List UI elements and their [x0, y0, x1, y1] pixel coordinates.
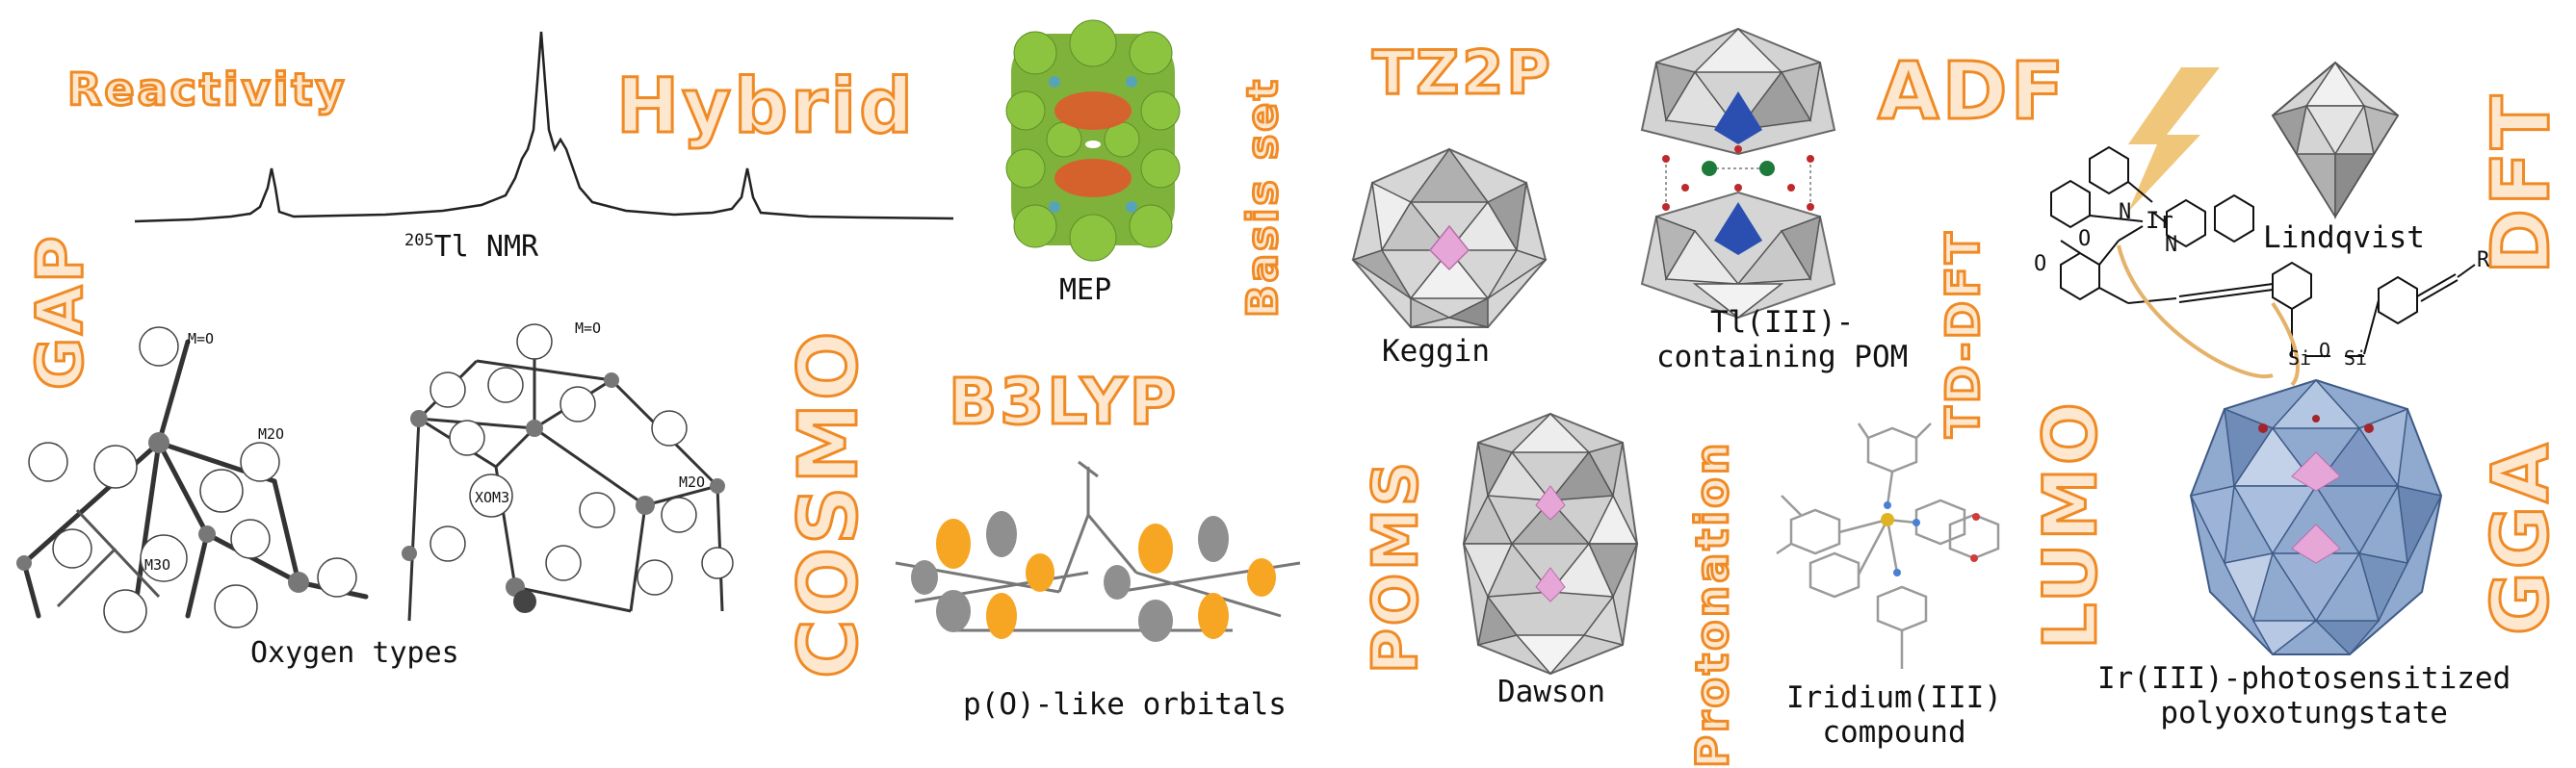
dawson-structure — [1462, 412, 1639, 676]
nmr-isotope: 205 — [404, 231, 434, 250]
keyword-poms: POMS — [1360, 457, 1434, 675]
keyword-tz2p: TZ2P — [1371, 38, 1553, 108]
mep-caption: MEP — [1059, 273, 1112, 307]
mol-label-si2: Si — [2344, 346, 2368, 370]
mol-label-r: R — [2477, 248, 2490, 272]
mol-label-ir: Ir — [2146, 207, 2173, 234]
iridium-caption-line1: Iridium(III) — [1786, 680, 2002, 715]
iridium-caption-line2: compound — [1822, 714, 1966, 750]
tl-pom-caption-line1: Tl(III)- — [1709, 305, 1855, 340]
keyword-cosmo: COSMO — [780, 327, 877, 680]
ir-pom-cluster — [2189, 378, 2443, 656]
keyword-basis-set: Basis set — [1237, 75, 1289, 319]
keggin-structure — [1351, 147, 1548, 328]
mol-label-n2: N — [2165, 233, 2178, 257]
keyword-adf: ADF — [1877, 46, 2068, 138]
tl-pom-structure — [1640, 27, 1836, 320]
keyword-reactivity: Reactivity — [65, 64, 348, 115]
mep-surface — [1005, 19, 1181, 262]
iridium-caption: Iridium(III) compound — [1786, 680, 2002, 750]
keyword-hybrid: Hybrid — [615, 64, 916, 150]
dawson-caption: Dawson — [1497, 675, 1605, 709]
tl-pom-caption-line2: containing POM — [1656, 339, 1909, 374]
orbital-plot — [895, 460, 1301, 642]
nmr-label: Tl NMR — [433, 230, 539, 264]
oxygen-types-caption: Oxygen types — [250, 636, 459, 670]
label-m3o-left: M3O — [144, 556, 171, 574]
ir-pom-caption-line1: Ir(III)-photosensitized — [2097, 661, 2511, 696]
mol-label-o1: O — [2034, 252, 2047, 276]
ir-pom-caption-line2: polyoxotungstate — [2160, 695, 2448, 730]
label-m-o-left: M=O — [188, 330, 215, 347]
label-xom3-right: XOM3 — [475, 489, 510, 506]
mol-label-o-bridge: O — [2319, 339, 2331, 362]
keggin-caption: Keggin — [1382, 334, 1490, 369]
label-m2o-left: M2O — [258, 425, 285, 443]
oxygen-structure-left — [16, 326, 369, 633]
tl-pom-caption: Tl(III)- containing POM — [1656, 305, 1909, 374]
keyword-b3lyp: B3LYP — [947, 365, 1180, 439]
label-m2o-right: M2O — [679, 474, 706, 491]
keyword-protonation: Protonation — [1685, 439, 1740, 768]
mol-label-o2: O — [2078, 227, 2092, 251]
ir-photosensitizer-molecule — [2050, 67, 2476, 387]
ir-pom-caption: Ir(III)-photosensitized polyoxotungstate — [2097, 661, 2511, 730]
keyword-lumo: LUMO — [2026, 398, 2115, 652]
iridium-compound — [1776, 422, 2000, 669]
label-m-o-right: M=O — [575, 320, 602, 337]
keyword-td-dft: TD-DFT — [1936, 228, 1992, 440]
mol-label-si1: Si — [2288, 346, 2312, 370]
nmr-spectrum — [134, 31, 954, 223]
oxygen-structure-right — [402, 323, 734, 622]
orbitals-caption: p(O)-like orbitals — [963, 687, 1287, 722]
mol-label-n1: N — [2119, 200, 2132, 224]
keyword-gga: GGA — [2475, 439, 2567, 636]
lindqvist-caption: Lindqvist — [2263, 220, 2425, 255]
lindqvist-structure — [2271, 61, 2400, 219]
nmr-caption: 205Tl NMR — [404, 230, 539, 265]
